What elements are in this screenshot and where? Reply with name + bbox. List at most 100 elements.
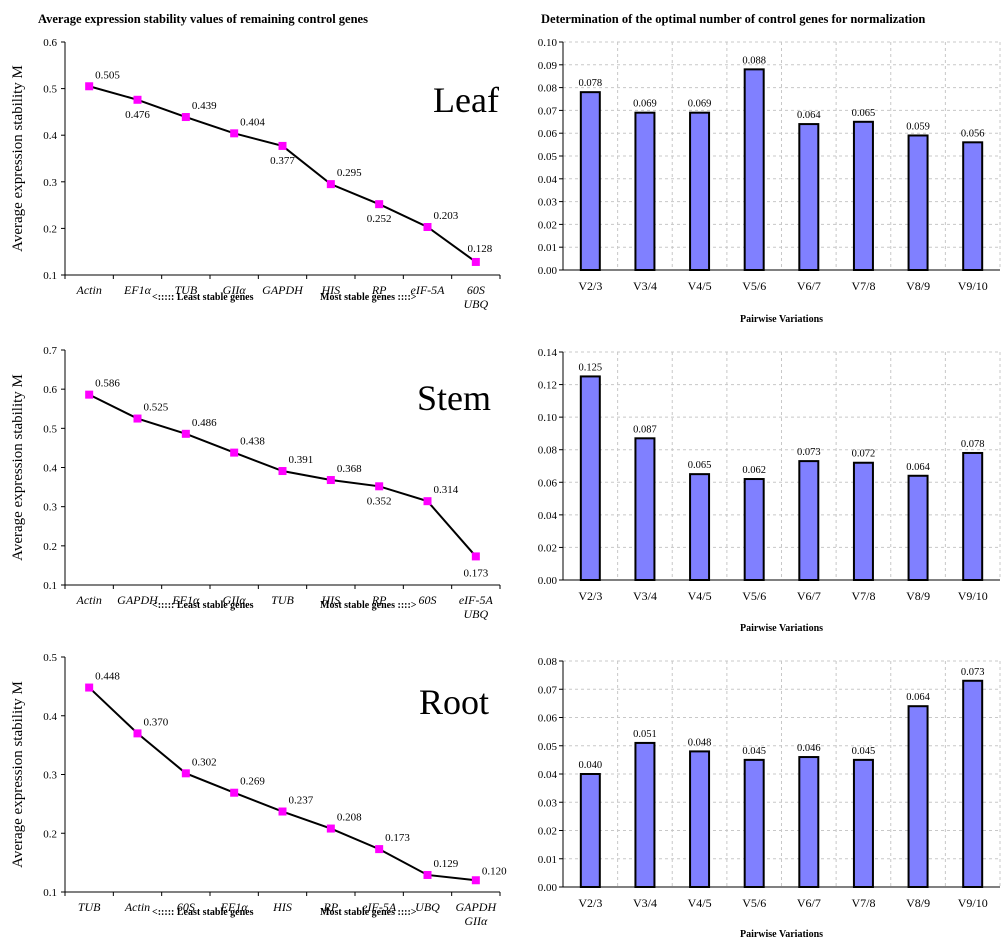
y-tick-label: 0.09 (538, 60, 558, 72)
data-point (230, 129, 239, 138)
y-tick-label: 0.6 (43, 384, 57, 396)
data-point (471, 257, 480, 266)
category-label: V6/7 (797, 589, 821, 603)
category-label: HIS (320, 283, 340, 297)
y-tick-label: 0.02 (538, 219, 557, 231)
x-axis-label: Pairwise Variations (740, 929, 823, 939)
y-tick-label: 0.10 (538, 412, 558, 424)
tissue-label: Leaf (433, 80, 499, 120)
y-tick-label: 0.04 (538, 769, 558, 781)
category-label: eIF-5A (411, 283, 446, 297)
line-chart-stem: 0.1 0.2 0.3 0.4 0.5 0.6 0.7 Actin GAPDH EF1α GIIα T… (10, 345, 501, 621)
y-tick-label: 0.03 (538, 197, 558, 209)
bar-value-label: 0.040 (579, 760, 603, 771)
data-point (230, 448, 239, 457)
bar (743, 68, 765, 271)
bar-value-label: 0.045 (852, 746, 876, 757)
bar (689, 750, 711, 889)
y-tick-label: 0.01 (538, 242, 557, 254)
y-tick-label: 0.05 (538, 151, 558, 163)
y-tick-label: 0.06 (538, 713, 558, 725)
data-point (375, 845, 384, 854)
data-label: 0.404 (240, 116, 265, 128)
y-tick-label: 0.2 (43, 541, 57, 553)
category-label: UBQ (415, 900, 440, 914)
data-label: 0.525 (144, 402, 169, 414)
tissue-label: Root (419, 682, 489, 722)
bar (689, 111, 711, 272)
y-tick-label: 0.3 (43, 770, 57, 782)
y-tick-label: 0.04 (538, 174, 558, 186)
data-label: 0.120 (482, 865, 507, 877)
y-tick-label: 0.2 (43, 223, 57, 235)
bar (798, 756, 820, 888)
data-point (423, 497, 432, 506)
bar-value-label: 0.073 (961, 667, 985, 678)
y-tick-label: 0.06 (538, 128, 558, 140)
category-label: V3/4 (633, 896, 657, 910)
data-label: 0.486 (192, 417, 217, 429)
bar-chart-3: 0.00 0.02 0.04 0.06 0.08 0.10 0.12 0.14 V2/3 V3/4… (538, 347, 1001, 634)
bar-value-label: 0.056 (961, 128, 985, 139)
most-stable-label: Most stable genes ::::> (320, 292, 417, 303)
data-label: 0.314 (434, 484, 459, 496)
bar (852, 758, 874, 888)
category-label: 60S (467, 283, 485, 297)
y-tick-label: 0.12 (538, 380, 557, 392)
y-tick-label: 0.01 (538, 854, 557, 866)
category-label: GAPDH (117, 593, 159, 607)
category-label: TUB (78, 900, 101, 914)
y-tick-label: 0.7 (43, 345, 57, 357)
bar (634, 437, 656, 582)
y-tick-label: 0.14 (538, 347, 558, 359)
category-label: V2/3 (578, 896, 602, 910)
data-point (375, 200, 384, 209)
y-tick-label: 0.08 (538, 83, 558, 95)
data-point (181, 429, 190, 438)
data-point (326, 824, 335, 833)
data-point (278, 141, 287, 150)
y-tick-label: 0.03 (538, 797, 558, 809)
bar-value-label: 0.048 (688, 737, 712, 748)
y-tick-label: 0.05 (538, 741, 558, 753)
line-chart-leaf: 0.1 0.2 0.3 0.4 0.5 0.6 Actin EF1α TUB GIIα GAPDH H… (10, 37, 501, 311)
data-point (423, 870, 432, 879)
bar (743, 478, 765, 581)
category-label: V6/7 (797, 896, 821, 910)
y-tick-label: 0.02 (538, 542, 557, 554)
bar (798, 123, 820, 271)
y-tick-label: 0.4 (43, 711, 57, 723)
y-tick-label: 0.3 (43, 502, 57, 514)
category-label: V4/5 (688, 279, 712, 293)
y-tick-label: 0.07 (538, 105, 558, 117)
data-point (230, 788, 239, 797)
data-label: 0.448 (95, 671, 120, 683)
bar (634, 111, 656, 272)
category-label: V3/4 (633, 279, 657, 293)
data-label: 0.370 (144, 716, 169, 728)
bar-value-label: 0.065 (688, 460, 712, 471)
bar (689, 473, 711, 581)
y-tick-label: 0.00 (538, 882, 558, 894)
bar (852, 120, 874, 271)
bar (962, 141, 984, 272)
data-point (375, 482, 384, 491)
category-label: V4/5 (688, 896, 712, 910)
category-label: V9/10 (958, 589, 988, 603)
y-tick-label: 0.00 (538, 265, 558, 277)
bar-value-label: 0.062 (742, 465, 766, 476)
bar (852, 461, 874, 581)
data-label: 0.129 (434, 858, 459, 870)
most-stable-label: Most stable genes ::::> (320, 600, 417, 611)
data-point (85, 82, 94, 91)
right-column-title: Determination of the optimal number of c… (541, 12, 926, 26)
y-tick-label: 0.06 (538, 477, 558, 489)
category-label: V6/7 (797, 279, 821, 293)
category-label: V2/3 (578, 589, 602, 603)
bar-value-label: 0.069 (633, 99, 657, 110)
data-label: 0.208 (337, 812, 362, 824)
data-label: 0.203 (434, 210, 459, 222)
category-label: Actin (124, 900, 150, 914)
data-label: 0.295 (337, 167, 362, 179)
